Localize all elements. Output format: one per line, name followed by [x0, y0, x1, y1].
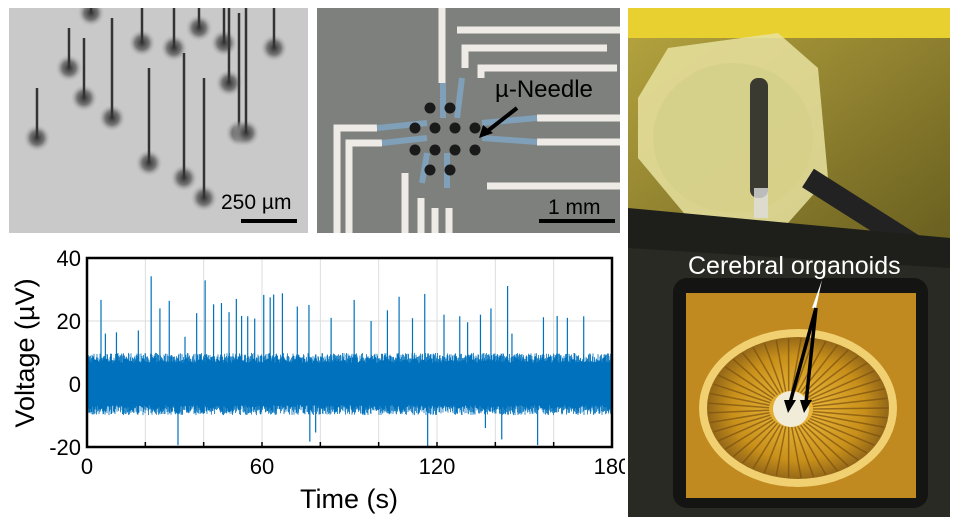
electrode-dot — [429, 144, 441, 156]
y-tick-label: 0 — [69, 372, 81, 397]
needle-arrow-icon — [479, 106, 519, 138]
y-tick-label: -20 — [49, 435, 81, 460]
x-tick-label: 180 — [594, 454, 625, 479]
electrode-dot — [429, 122, 441, 134]
electrode-dot — [469, 122, 481, 134]
electrode-chip-photo: µ-Needle 1 mm — [317, 8, 620, 233]
electrode-dot — [409, 144, 421, 156]
y-tick-label: 40 — [57, 246, 81, 271]
electrode-dot — [424, 102, 436, 114]
electrode-dot — [444, 102, 456, 114]
microneedle-array-image — [23, 8, 288, 212]
chip-scale-label: 1 mm — [548, 196, 601, 219]
noise-trace — [86, 352, 613, 416]
chip-scale-bar — [539, 219, 615, 223]
x-tick-label: 0 — [81, 454, 93, 479]
y-axis-label: Voltage (µV) — [10, 278, 40, 427]
electrode-dot — [469, 144, 481, 156]
chip-image — [333, 8, 620, 233]
electrode-dot — [444, 164, 456, 176]
needle-base — [77, 8, 105, 27]
electrode-dot — [449, 122, 461, 134]
x-tick-label: 60 — [250, 454, 274, 479]
setup-image — [628, 8, 950, 517]
sem-micrograph: 250 µm — [9, 8, 308, 233]
sem-scale-label: 250 µm — [221, 191, 292, 214]
electrode-dot — [449, 144, 461, 156]
needle-annotation: µ-Needle — [495, 76, 593, 103]
electrode-dot — [409, 122, 421, 134]
organoids-annotation: Cerebral organoids — [688, 252, 901, 280]
x-tick-label: 120 — [419, 454, 456, 479]
plot-frame — [85, 256, 614, 449]
experimental-setup-photo: Cerebral organoids — [628, 8, 950, 517]
x-axis-label: Time (s) — [300, 484, 398, 514]
sem-scale-bar — [241, 219, 297, 223]
electrode-dot — [424, 164, 436, 176]
organoid-arrows-icon — [784, 280, 822, 413]
y-tick-label: 20 — [57, 309, 81, 334]
